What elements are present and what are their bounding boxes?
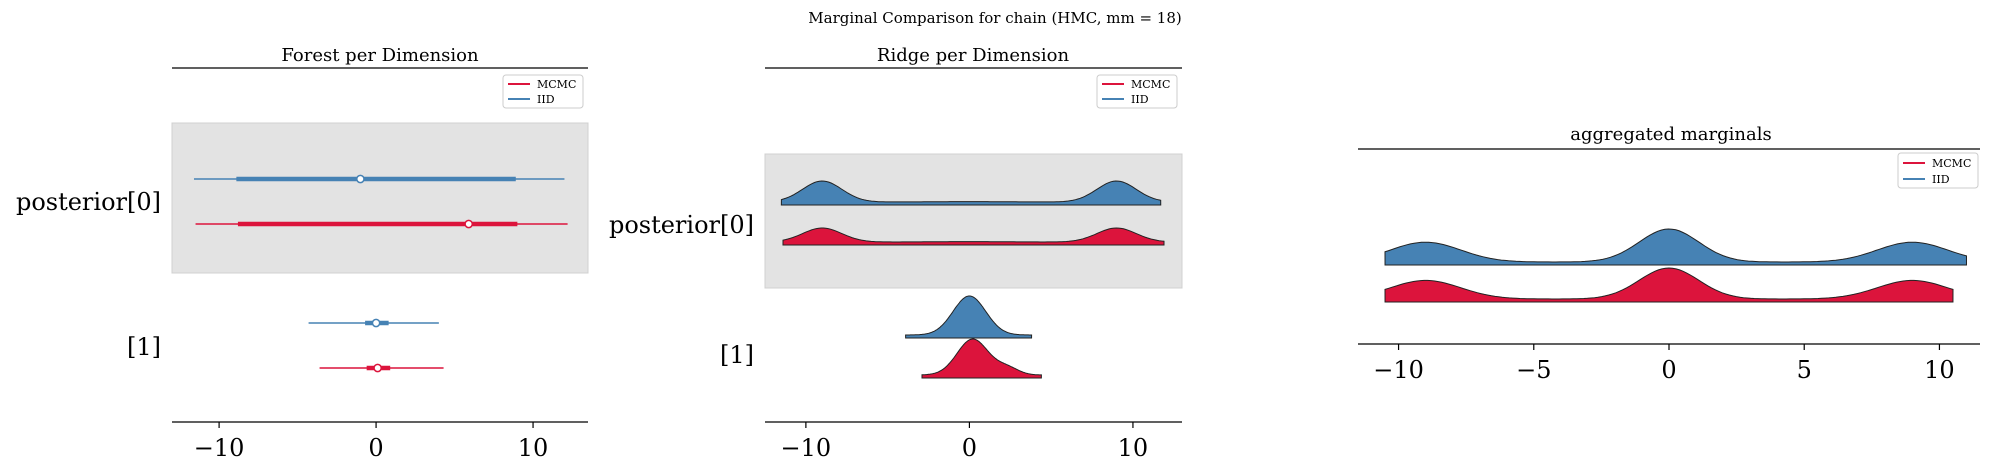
x-tick-label: 10 — [1924, 356, 1955, 384]
x-tick-label: 0 — [1661, 356, 1676, 384]
shaded-row-band — [764, 153, 1183, 289]
panel-title: Forest per Dimension — [281, 45, 479, 66]
legend-iid-label: IID — [1131, 93, 1149, 106]
legend-mcmc-label: MCMC — [1131, 78, 1170, 91]
legend: MCMC IID — [502, 74, 584, 109]
shaded-row-band — [171, 122, 589, 274]
x-tick-label: −5 — [1516, 356, 1551, 384]
x-tick-label: −10 — [781, 434, 832, 462]
iid-median-point — [371, 318, 381, 328]
mcmc-density-ridge — [921, 338, 1042, 379]
x-tick-label: 10 — [518, 434, 549, 462]
legend-iid-label: IID — [537, 93, 555, 106]
legend-iid-label: IID — [1932, 173, 1950, 186]
panel-title: aggregated marginals — [1570, 124, 1771, 145]
panel-title: Ridge per Dimension — [877, 45, 1070, 66]
x-tick-label: 5 — [1797, 356, 1812, 384]
x-ticks: −10 0 10 — [194, 422, 549, 462]
mcmc-density-ridge — [782, 227, 1165, 246]
forest-panel: Forest per Dimension posterior[0] [1] −1… — [16, 45, 589, 462]
legend: MCMC IID — [1096, 74, 1178, 109]
x-tick-label: 10 — [1118, 434, 1149, 462]
iid-density-ridge — [905, 295, 1033, 339]
aggregated-panel: aggregated marginals −10 −5 0 5 10 MCMC IID — [1358, 124, 1980, 384]
figure-suptitle: Marginal Comparison for chain (HMC, mm =… — [808, 9, 1181, 27]
x-tick-label: 0 — [962, 434, 977, 462]
x-tick-label: −10 — [194, 434, 245, 462]
row-label-posterior0: posterior[0] — [16, 188, 161, 216]
row-label-1: [1] — [127, 333, 161, 361]
mcmc-median-point — [464, 219, 474, 229]
row-label-posterior0: posterior[0] — [609, 211, 754, 239]
iid-density-ridge — [1384, 228, 1968, 266]
x-ticks: −10 −5 0 5 10 — [1373, 344, 1955, 384]
iid-density-ridge — [780, 180, 1162, 206]
legend-mcmc-label: MCMC — [1932, 157, 1971, 170]
x-ticks: −10 0 10 — [781, 422, 1149, 462]
row-label-1: [1] — [720, 341, 754, 369]
ridge-panel: Ridge per Dimension posterior[0] [1] −10… — [609, 45, 1183, 462]
x-tick-label: 0 — [368, 434, 383, 462]
mcmc-median-point — [373, 363, 382, 373]
mcmc-density-ridge — [1384, 267, 1954, 303]
x-tick-label: −10 — [1373, 356, 1424, 384]
forest-marks — [193, 174, 568, 373]
legend: MCMC IID — [1897, 152, 1979, 189]
iid-median-point — [356, 174, 365, 184]
legend-mcmc-label: MCMC — [537, 78, 576, 91]
ridge-marks — [1384, 228, 1968, 303]
ridge-marks — [780, 180, 1165, 379]
